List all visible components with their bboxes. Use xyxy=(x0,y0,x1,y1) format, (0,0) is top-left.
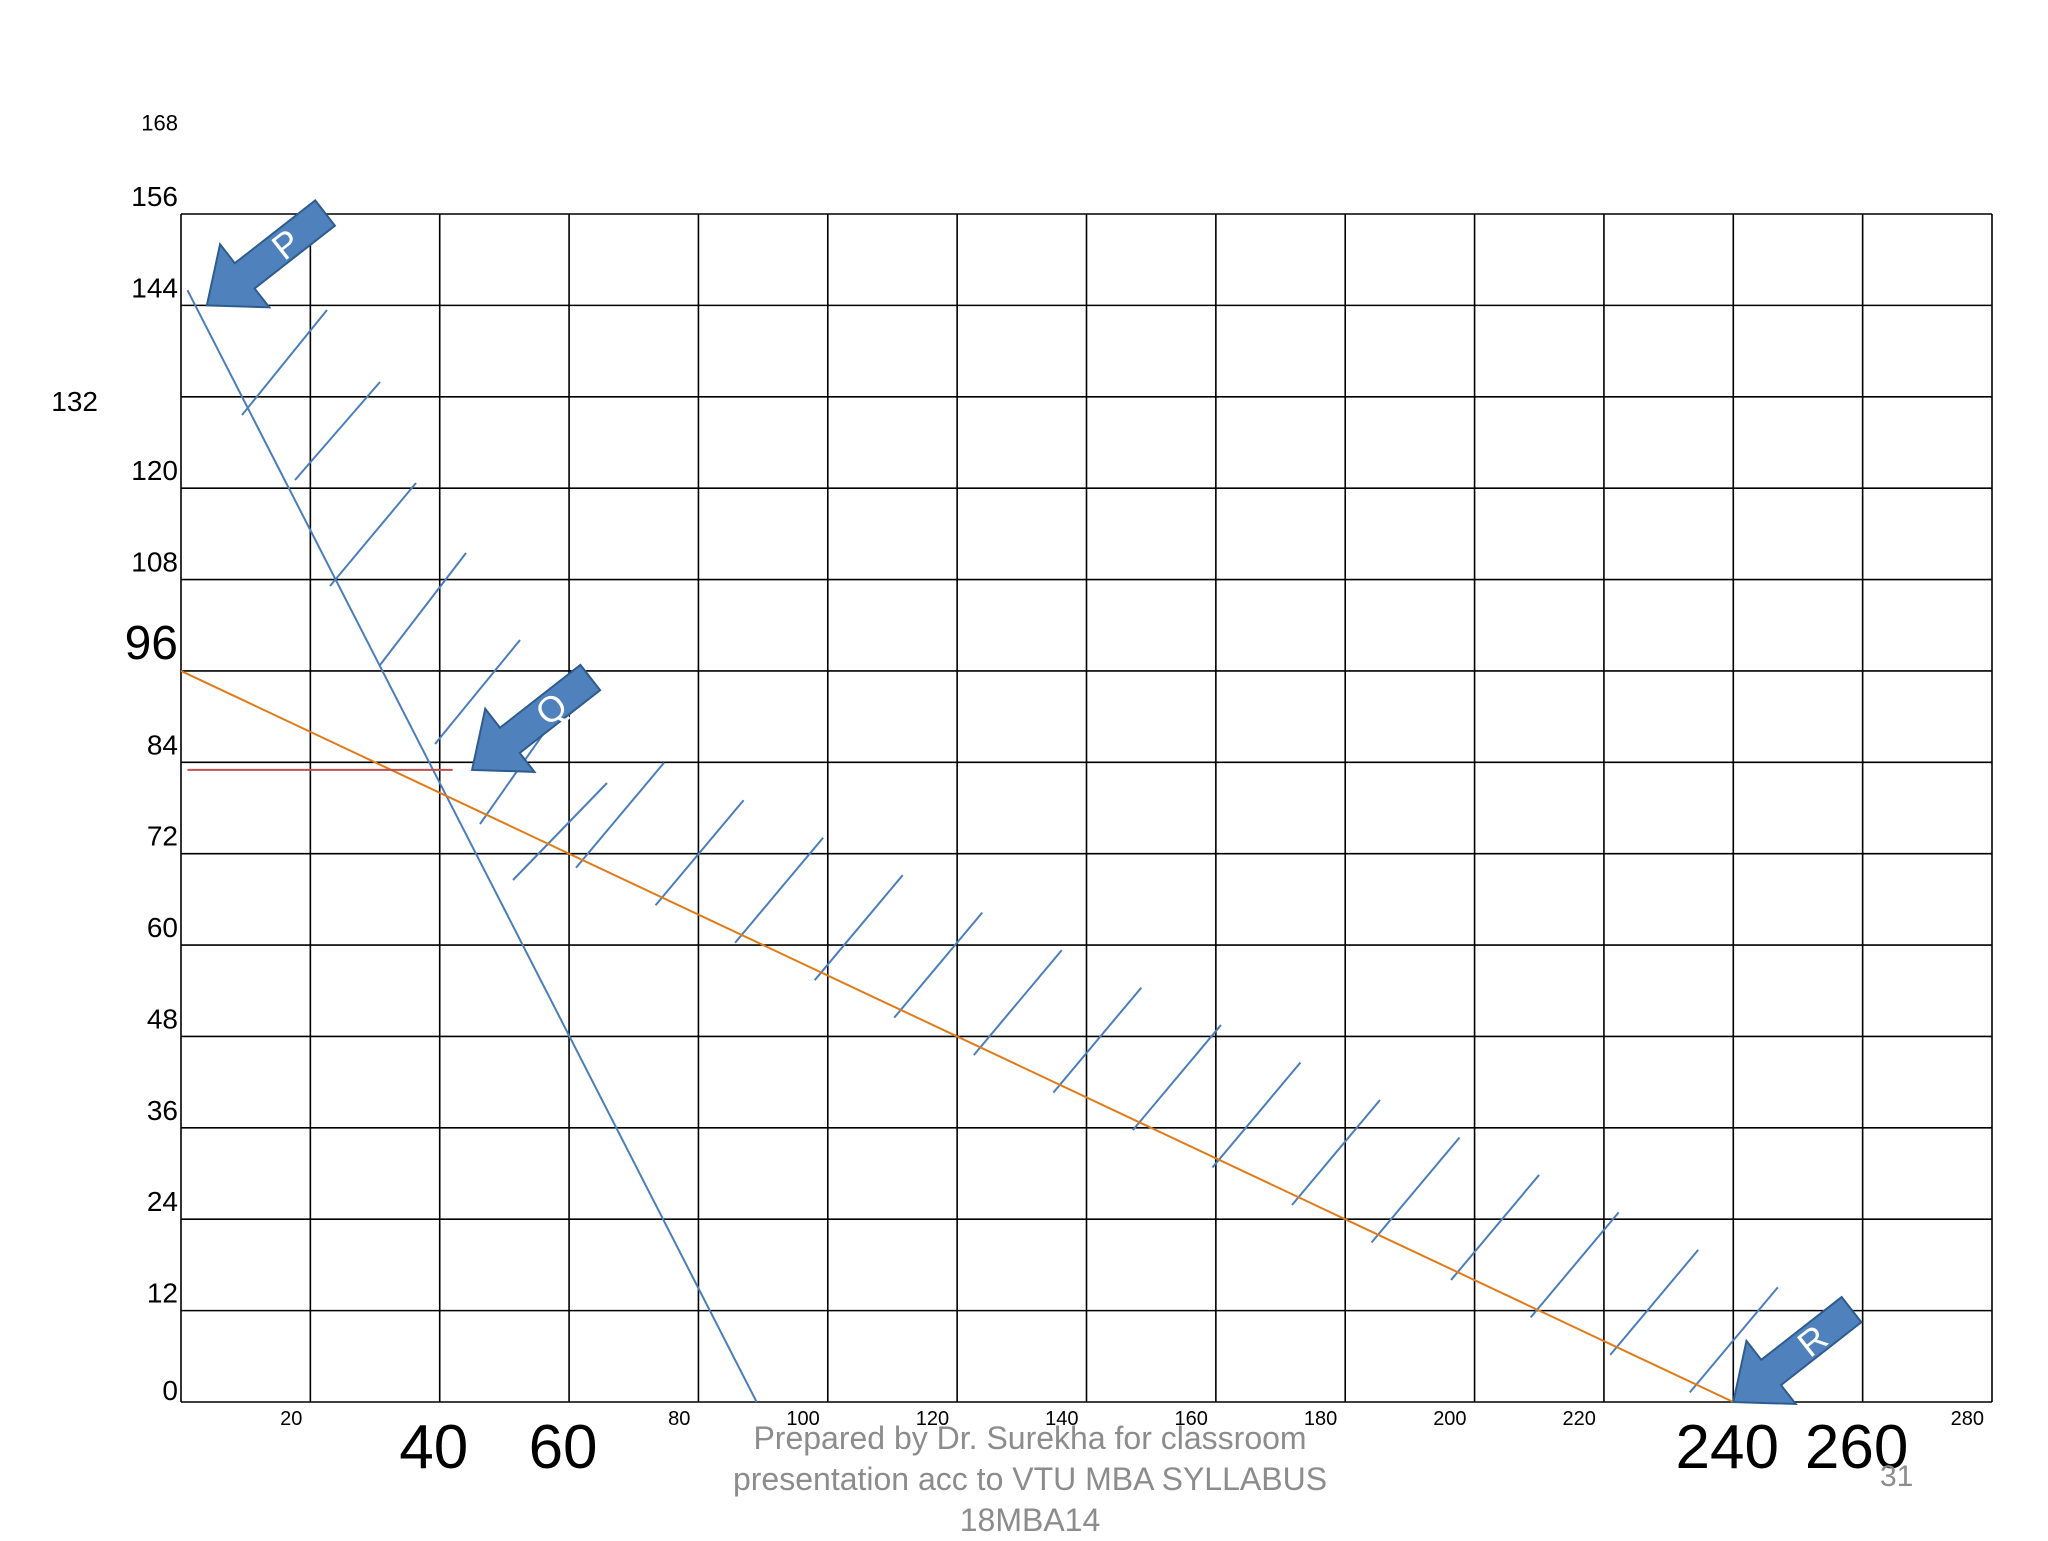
arrow-shape xyxy=(1732,1295,1863,1406)
x-tick-label: 100 xyxy=(786,1408,819,1430)
hatch-mark xyxy=(1689,1286,1779,1393)
footer-line-2: presentation acc to VTU MBA SYLLABUS xyxy=(732,1461,1328,1497)
hatch-mark xyxy=(1052,986,1143,1094)
hatch-mark xyxy=(329,482,417,587)
constraint-line-2 xyxy=(180,670,1734,1403)
hatch-mark xyxy=(1211,1061,1302,1169)
x-tick-label: 80 xyxy=(668,1408,690,1430)
y-tick-label: 120 xyxy=(131,455,178,486)
y-tick-label: 156 xyxy=(131,181,178,212)
arrow-shape xyxy=(205,199,337,309)
y-tick-label: 168 xyxy=(141,111,178,136)
x-tick-label: 200 xyxy=(1433,1408,1466,1430)
hatch-mark xyxy=(434,639,521,745)
footer-line-3: 18MBA14 xyxy=(959,1502,1101,1538)
y-tick-label: 24 xyxy=(147,1186,178,1217)
x-tick-label: 120 xyxy=(916,1408,949,1430)
hatch-mark xyxy=(479,729,547,825)
corner-point-arrows: PQR xyxy=(205,199,1863,1406)
hatch-mark xyxy=(1370,1136,1461,1244)
hatch-mark xyxy=(1450,1174,1540,1281)
x-tick-label: 280 xyxy=(1951,1408,1984,1430)
x-tick-label: 140 xyxy=(1045,1408,1078,1430)
hatch-mark xyxy=(294,381,381,481)
hatch-mark xyxy=(893,912,983,1019)
x-tick-label: 60 xyxy=(529,1413,598,1482)
footer-line-1: Prepared by Dr. Surekha for classroom xyxy=(753,1420,1307,1456)
x-tick-label: 160 xyxy=(1174,1408,1207,1430)
x-tick-label: 240 xyxy=(1676,1413,1779,1482)
x-axis-tick-labels: 20 40 60 80 100 120 140 160 180 200 220 240 260 280 xyxy=(280,1408,1984,1482)
constraint-line-1 xyxy=(186,289,758,1403)
chart-grid xyxy=(180,213,1993,1403)
y-tick-label: 0 xyxy=(162,1375,178,1406)
hatch-mark xyxy=(379,552,467,666)
y-tick-label: 84 xyxy=(147,729,178,760)
y-tick-label: 48 xyxy=(147,1003,178,1034)
y-tick-label: 60 xyxy=(147,912,178,943)
y-axis-tick-labels: 0 12 24 36 48 60 72 84 96 108 120 132 144 156 168 xyxy=(51,111,178,1406)
x-tick-label: 220 xyxy=(1563,1408,1596,1430)
hatch-mark xyxy=(241,309,328,416)
hatch-mark xyxy=(813,874,904,981)
hatch-mark xyxy=(973,949,1063,1056)
y-tick-label: 108 xyxy=(131,547,178,578)
footer-credit: Prepared by Dr. Surekha for classroom pr… xyxy=(660,1418,1400,1541)
y-tick-label: 132 xyxy=(51,386,98,417)
constraint-lines xyxy=(180,289,1734,1403)
x-tick-label: 180 xyxy=(1304,1408,1337,1430)
y-tick-label: 12 xyxy=(147,1278,178,1309)
y-tick-label: 36 xyxy=(147,1095,178,1126)
x-tick-label: 20 xyxy=(280,1408,302,1430)
hatch-mark xyxy=(734,837,824,944)
hatch-mark xyxy=(1132,1024,1222,1131)
y-tick-label: 72 xyxy=(147,821,178,852)
slide-number: 31 xyxy=(1880,1460,1914,1493)
hatch-mark xyxy=(512,782,608,881)
arrow-Q: Q xyxy=(470,663,602,773)
hatch-mark xyxy=(1529,1211,1620,1319)
hatch-mark xyxy=(575,762,665,869)
y-tick-label: 96 xyxy=(125,617,178,670)
y-tick-label: 144 xyxy=(131,272,178,303)
hatch-mark xyxy=(1609,1249,1699,1356)
feasible-region-hatching xyxy=(241,309,1779,1393)
x-tick-label: 260 xyxy=(1805,1413,1908,1482)
hatch-mark xyxy=(1291,1099,1381,1206)
x-tick-label: 40 xyxy=(399,1413,468,1482)
arrow-shape xyxy=(470,663,602,773)
hatch-mark xyxy=(654,799,745,906)
